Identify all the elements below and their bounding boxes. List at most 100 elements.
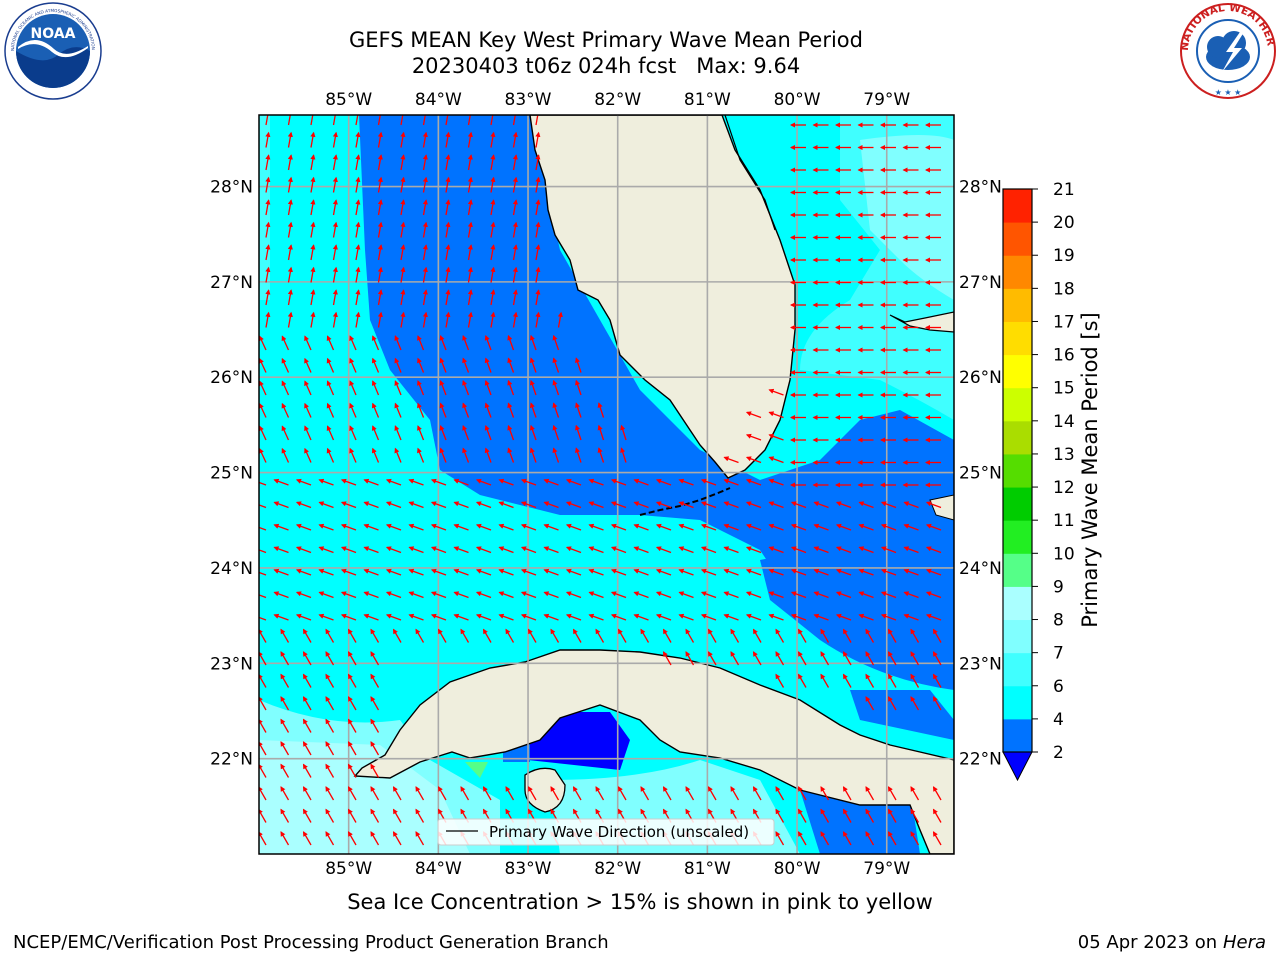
- lat-tick-label-left: 28°N: [210, 178, 253, 198]
- wave-arrow: [281, 425, 290, 441]
- wave-arrow: [490, 289, 496, 306]
- wave-arrow: [768, 456, 784, 464]
- wave-arrow: [529, 402, 537, 418]
- wave-arrow: [910, 696, 920, 711]
- wave-arrow: [527, 628, 537, 643]
- map-legend: Primary Wave Direction (unscaled): [437, 818, 775, 846]
- wave-arrow: [304, 402, 312, 418]
- wave-arrow: [535, 311, 541, 328]
- wave-arrow: [325, 673, 335, 688]
- wave-arrow: [347, 628, 357, 643]
- wave-arrow: [377, 176, 383, 193]
- wave-arrow: [768, 411, 784, 419]
- wave-arrow: [620, 424, 627, 441]
- wave-arrow: [535, 154, 541, 171]
- nws-stars-icon: ★ ★ ★: [1215, 88, 1242, 97]
- sea-ice-caption: Sea Ice Concentration > 15% is shown in …: [0, 890, 1280, 914]
- lon-tick-label-bottom: 85°W: [325, 859, 372, 879]
- wave-arrow: [422, 176, 428, 193]
- wave-arrow: [326, 425, 335, 441]
- wave-arrow: [910, 673, 920, 688]
- wave-arrow: [655, 568, 672, 576]
- footer-machine-text: Hera: [1222, 932, 1266, 953]
- wave-arrow: [400, 199, 406, 216]
- wave-arrow: [467, 266, 473, 283]
- wave-arrow: [678, 591, 694, 599]
- wave-arrow: [287, 244, 293, 261]
- wave-arrow: [394, 357, 402, 373]
- wave-arrow: [633, 523, 649, 531]
- colorbar-tick-label: 8: [1053, 611, 1064, 631]
- wave-arrow: [552, 402, 560, 418]
- wave-arrow: [430, 523, 447, 531]
- colorbar-segment: [1003, 487, 1032, 521]
- footer-branch-text: NCEP/EMC/Verification Post Processing Pr…: [13, 932, 609, 953]
- wave-arrow: [813, 591, 829, 599]
- wave-arrow: [370, 651, 380, 666]
- wave-arrow: [439, 380, 447, 396]
- wave-arrow: [617, 628, 627, 643]
- wave-arrow: [326, 335, 335, 351]
- wave-arrow: [475, 478, 492, 486]
- wave-arrow: [422, 289, 428, 306]
- wave-arrow: [662, 786, 672, 801]
- wave-arrow: [925, 523, 942, 531]
- wave-arrow: [903, 523, 919, 531]
- wave-arrow: [445, 154, 451, 171]
- wave-arrow: [557, 311, 563, 328]
- wave-arrow: [887, 808, 897, 823]
- wave-arrow: [445, 131, 451, 148]
- wave-arrow: [310, 154, 316, 171]
- wave-arrow: [813, 568, 829, 576]
- wave-arrow: [295, 613, 312, 621]
- wave-arrow: [520, 523, 537, 531]
- wave-arrow: [310, 131, 316, 148]
- wave-arrow: [259, 481, 267, 486]
- longitude-labels-top: 85°W 84°W 83°W 82°W 81°W 80°W 79°W: [325, 90, 910, 110]
- wave-arrow: [349, 357, 357, 373]
- wave-arrow: [865, 628, 875, 643]
- ocean-period-2-4-straits: [760, 520, 954, 690]
- wave-arrow: [265, 176, 271, 193]
- lon-tick-label-bottom: 84°W: [415, 859, 462, 879]
- wave-arrow: [633, 568, 649, 576]
- wave-arrow: [498, 501, 514, 509]
- wave-arrow: [347, 831, 357, 846]
- wave-arrow: [304, 425, 312, 441]
- wave-arrow: [400, 115, 404, 126]
- wave-arrow: [535, 131, 541, 148]
- wave-arrow: [363, 478, 379, 486]
- longitude-labels-bottom: 85°W 84°W 83°W 82°W 81°W 80°W 79°W: [325, 859, 910, 879]
- lon-tick-label-top: 83°W: [505, 90, 552, 110]
- wave-arrow: [259, 335, 267, 351]
- ocean-period-2-4-south: [800, 790, 920, 854]
- wave-arrow: [490, 115, 494, 126]
- lat-tick-label-right: 22°N: [959, 750, 1002, 770]
- wave-arrow: [318, 501, 334, 509]
- wave-arrow: [768, 501, 784, 509]
- wave-arrow: [797, 786, 807, 801]
- wave-arrow: [858, 523, 874, 531]
- noaa-logo: NOAA NATIONAL OCEANIC AND ATMOSPHERIC AD…: [2, 0, 102, 100]
- wave-arrow: [377, 131, 383, 148]
- wave-arrow: [820, 786, 830, 801]
- wave-arrow: [498, 478, 514, 486]
- wave-arrow: [925, 501, 942, 509]
- ocean-period-2-4-east: [850, 690, 954, 740]
- wave-arrow: [371, 402, 380, 418]
- colorbar-tick-label: 12: [1053, 478, 1075, 498]
- wave-arrow: [512, 244, 518, 261]
- wave-arrow: [318, 546, 334, 554]
- wave-arrow: [520, 568, 537, 576]
- wave-arrow: [392, 786, 402, 801]
- wave-arrow: [835, 568, 852, 576]
- wave-arrow: [685, 786, 695, 801]
- wave-arrow: [520, 613, 537, 621]
- legend-label: Primary Wave Direction (unscaled): [489, 823, 749, 841]
- wave-arrow: [349, 425, 357, 441]
- wave-arrow: [797, 651, 807, 666]
- wave-arrow: [281, 447, 290, 463]
- wave-arrow: [543, 568, 559, 576]
- wave-arrow: [575, 357, 582, 373]
- wave-arrow: [475, 591, 492, 599]
